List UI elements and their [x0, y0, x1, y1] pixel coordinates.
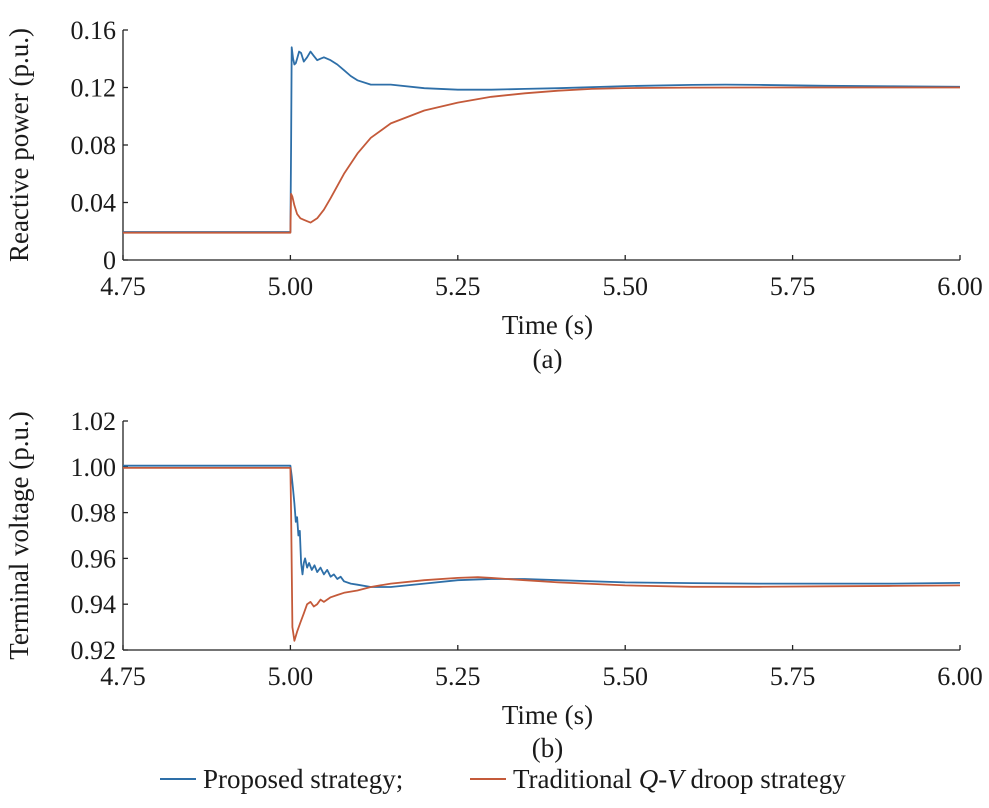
- chart-panel-b: 4.75 5.00 5.25 5.50 5.75 6.00 0.92 0.94 0.96 0.98…: [4, 407, 983, 763]
- series-line-traditional: [123, 86, 960, 234]
- y-tick-label: 0: [103, 246, 116, 275]
- chart-panel-a: 4.75 5.00 5.25 5.50 5.75 6.00 0 0.04 0.08 0.12 0.1…: [4, 16, 983, 374]
- x-tick-label: 6.00: [937, 662, 983, 691]
- x-tick-label: 5.75: [770, 662, 816, 691]
- y-tick-label: 0.04: [71, 189, 117, 218]
- x-axis-title: Time (s): [502, 700, 593, 730]
- y-tick-label: 0.96: [71, 544, 117, 573]
- x-tick-label: 5.75: [770, 272, 816, 301]
- y-tick-label: 0.98: [71, 499, 117, 528]
- legend-label-traditional: Traditional Q-V droop strategy: [513, 764, 846, 794]
- x-tick-label: 5.50: [602, 272, 648, 301]
- x-tick-label: 6.00: [937, 272, 983, 301]
- series-line-proposed: [123, 464, 961, 588]
- y-axis-title: Reactive power (p.u.): [4, 28, 34, 262]
- legend-label-proposed: Proposed strategy;: [203, 764, 403, 794]
- y-tick-label: 0.12: [71, 74, 117, 103]
- x-axis-title: Time (s): [502, 310, 593, 340]
- x-tick-label: 4.75: [100, 272, 146, 301]
- y-tick-label: 0.16: [71, 16, 117, 45]
- series-line-traditional: [123, 466, 961, 642]
- x-tick-label: 5.50: [602, 662, 648, 691]
- x-tick-label: 5.25: [435, 272, 481, 301]
- x-tick-label: 5.00: [268, 662, 314, 691]
- x-tick-label: 5.25: [435, 662, 481, 691]
- axes-a: 4.75 5.00 5.25 5.50 5.75 6.00 0 0.04 0.08 0.12 0.1…: [4, 16, 983, 340]
- y-axis-title: Terminal voltage (p.u.): [4, 411, 34, 660]
- legend: Proposed strategy; Traditional Q-V droop …: [160, 764, 846, 794]
- panel-label: (a): [533, 344, 563, 374]
- y-tick-label: 1.02: [71, 407, 117, 436]
- y-tick-label: 0.08: [71, 131, 117, 160]
- panel-label: (b): [532, 733, 563, 763]
- x-tick-label: 5.00: [268, 272, 314, 301]
- y-tick-label: 1.00: [71, 453, 117, 482]
- axes-b: 4.75 5.00 5.25 5.50 5.75 6.00 0.92 0.94 0.96 0.98…: [4, 407, 983, 730]
- y-tick-label: 0.92: [71, 636, 117, 665]
- y-tick-label: 0.94: [71, 590, 117, 619]
- series-line-proposed: [123, 46, 961, 233]
- x-tick-label: 4.75: [100, 662, 146, 691]
